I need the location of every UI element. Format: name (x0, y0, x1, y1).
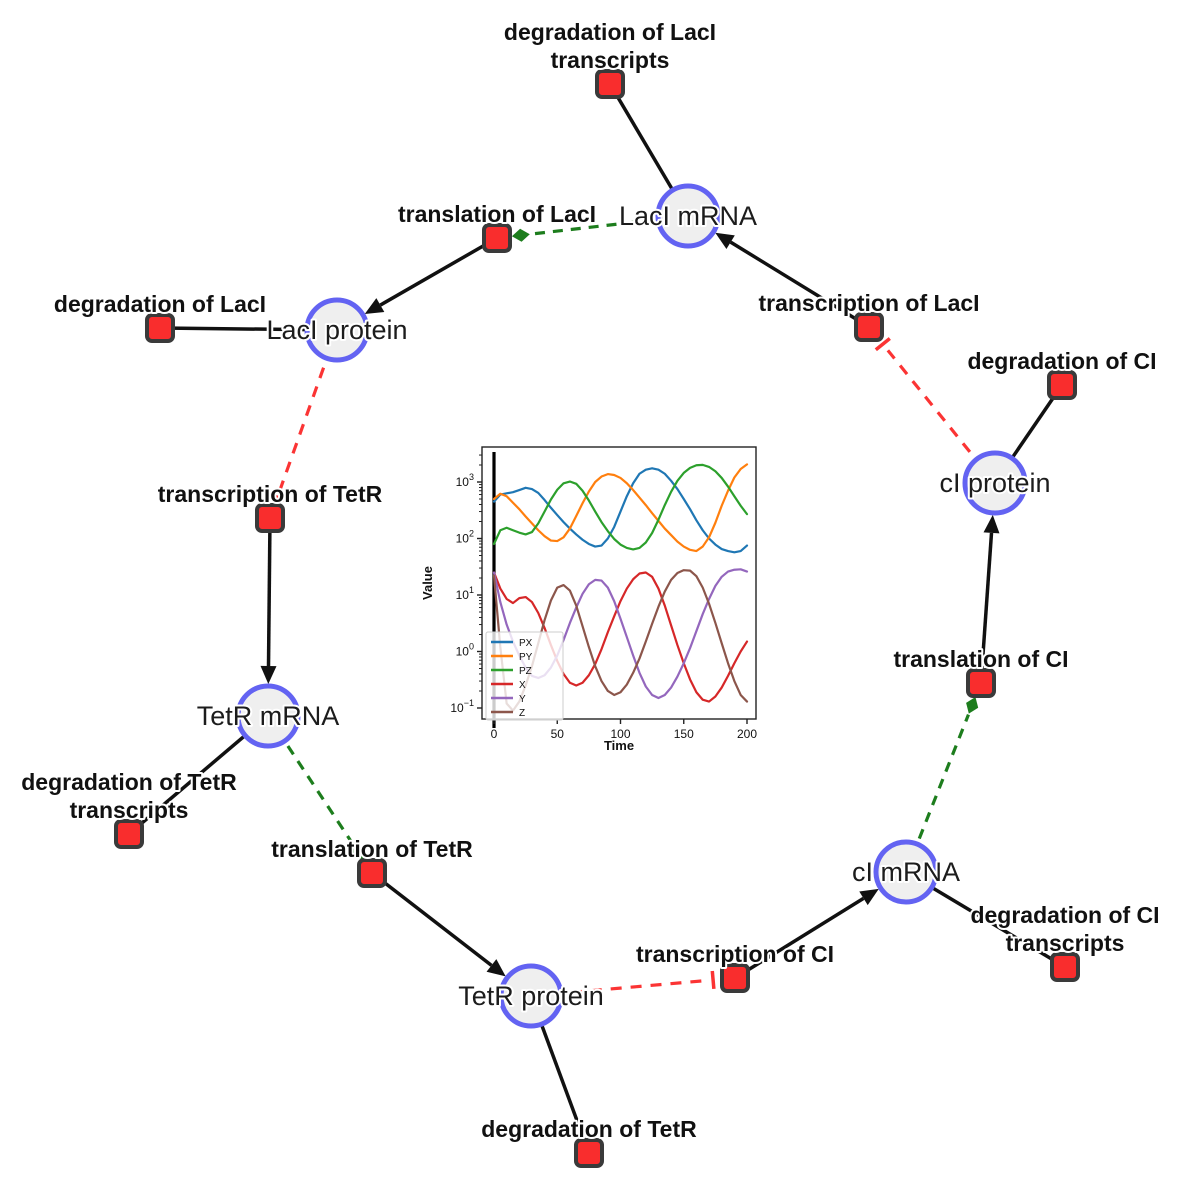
legend-entry-x: X (491, 680, 526, 691)
chart-inset: 0 50 100 150 20010310210110010−1TimeValuePXP… (420, 446, 757, 753)
legend-label-y: Y (519, 694, 526, 705)
chart-ytick-label: 103 (456, 472, 474, 489)
species-node-laci-protein[interactable] (304, 297, 370, 363)
reaction-label-deg-ci: degradation of CI (967, 348, 1156, 374)
legend-label-x: X (519, 680, 526, 691)
chart-xtick-label: 150 (674, 727, 694, 741)
legend-entry-z: Z (491, 708, 525, 719)
chart-ytick-label: 100 (456, 642, 474, 659)
nodes-layer (114, 69, 1080, 1168)
edge-modifier-ci-mrna-to-translation-ci (904, 696, 979, 873)
chart-ytick-label: 101 (456, 585, 474, 602)
reaction-label-deg-tetr-transcripts: transcripts (70, 797, 189, 823)
reaction-label-transcription-laci: transcription of LacI (758, 290, 979, 316)
chart-ylabel: Value (420, 566, 435, 600)
species-label-ci-protein: cI protein (939, 468, 1050, 498)
legend-entry-y: Y (491, 694, 526, 705)
species-node-ci-mrna[interactable] (873, 839, 939, 905)
species-node-laci-mrna[interactable] (655, 183, 721, 249)
reaction-label-deg-laci-transcripts: transcripts (551, 47, 670, 73)
reaction-node-transcription-tetr[interactable] (255, 503, 285, 533)
reaction-label-translation-laci: translation of LacI (398, 201, 596, 227)
reaction-node-deg-ci-transcripts[interactable] (1050, 952, 1080, 982)
chart-xlabel: Time (604, 738, 634, 753)
legend-entry-pz: PZ (491, 666, 532, 677)
reaction-node-translation-laci[interactable] (482, 223, 512, 253)
species-node-ci-protein[interactable] (962, 450, 1028, 516)
labels-layer: degradation of LacItranscriptstranslatio… (19, 17, 1161, 1144)
legend-label-pz: PZ (519, 666, 532, 677)
reaction-label-deg-laci: degradation of LacI (54, 291, 266, 317)
edge-product-transcription-ci-to-ci-mrna (734, 888, 879, 980)
legend-entry-py: PY (491, 652, 533, 663)
species-label-laci-protein: LacI protein (266, 315, 407, 345)
chart-xtick-label: 200 (737, 727, 757, 741)
reaction-label-deg-tetr-transcripts: degradation of TetR (21, 769, 237, 795)
species-label-tetr-protein: TetR protein (458, 981, 604, 1011)
reaction-label-translation-ci: translation of CI (893, 646, 1068, 672)
edge-product-transcription-tetr-to-tetr-mrna (260, 517, 277, 685)
chart-spines (481, 446, 757, 720)
reaction-label-transcription-tetr: transcription of TetR (158, 481, 383, 507)
reaction-node-transcription-laci[interactable] (854, 312, 884, 342)
reaction-node-deg-laci-transcripts[interactable] (595, 69, 625, 99)
reaction-node-deg-laci[interactable] (145, 313, 175, 343)
chart-line-px (492, 467, 749, 554)
species-label-ci-mrna: cI mRNA (852, 857, 960, 887)
species-node-tetr-protein[interactable] (498, 963, 564, 1029)
chart-line-x (492, 571, 749, 703)
reaction-label-deg-tetr: degradation of TetR (481, 1116, 697, 1142)
edge-product-transcription-laci-to-laci-mrna (715, 232, 870, 329)
reaction-node-translation-ci[interactable] (966, 668, 996, 698)
legend-entry-px: PX (491, 638, 533, 649)
reaction-node-deg-tetr[interactable] (574, 1138, 604, 1168)
species-label-laci-mrna: LacI mRNA (619, 201, 757, 231)
reaction-label-deg-laci-transcripts: degradation of LacI (504, 19, 716, 45)
reaction-label-translation-tetr: translation of TetR (271, 836, 473, 862)
chart-xtick-label: 100 (610, 727, 630, 741)
chart-ytick-label: 10−1 (450, 698, 474, 715)
chart-series (492, 463, 749, 712)
reaction-node-deg-tetr-transcripts[interactable] (114, 819, 144, 849)
chart-ytick-label: 102 (456, 529, 474, 546)
legend-label-px: PX (519, 638, 533, 649)
species-label-tetr-mrna: TetR mRNA (197, 701, 340, 731)
legend-label-z: Z (519, 708, 525, 719)
edge-product-translation-tetr-to-tetr-protein (370, 871, 506, 977)
chart-line-pz (492, 463, 749, 551)
species-node-tetr-mrna[interactable] (235, 683, 301, 749)
edge-product-translation-ci-to-ci-protein (979, 514, 1000, 684)
edge-product-translation-laci-to-laci-protein (364, 236, 498, 315)
reaction-node-transcription-ci[interactable] (720, 963, 750, 993)
legend-label-py: PY (519, 652, 533, 663)
chart-xtick-label: 0 (491, 727, 498, 741)
chart-legend: PX PY PZ XYZ (485, 631, 564, 721)
reaction-node-translation-tetr[interactable] (357, 858, 387, 888)
reaction-label-deg-ci-transcripts: degradation of CI (970, 902, 1159, 928)
chart-xtick-label: 50 (551, 727, 565, 741)
reaction-label-deg-ci-transcripts: transcripts (1006, 930, 1125, 956)
reaction-label-transcription-ci: transcription of CI (636, 941, 834, 967)
reaction-node-deg-ci[interactable] (1047, 370, 1077, 400)
